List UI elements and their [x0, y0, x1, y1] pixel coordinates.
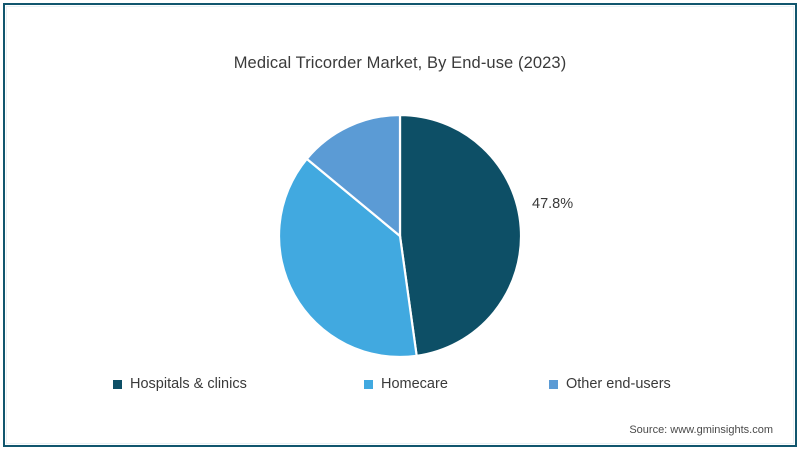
legend-item-other-end-users[interactable]: Other end-users — [549, 374, 671, 394]
chart-legend: Hospitals & clinics Homecare Other end-u… — [0, 374, 800, 394]
pie-svg — [278, 114, 522, 358]
pie-slice-hospitals-clinics[interactable] — [398, 114, 522, 358]
legend-item-homecare[interactable]: Homecare — [364, 374, 448, 394]
legend-label: Homecare — [381, 375, 448, 392]
chart-title: Medical Tricorder Market, By End-use (20… — [233, 54, 567, 72]
legend-swatch-icon — [113, 379, 122, 389]
source-attribution: Source: www.gminsights.com — [629, 424, 773, 436]
legend-label: Other end-users — [566, 375, 671, 392]
legend-item-hospitals-clinics[interactable]: Hospitals & clinics — [113, 374, 247, 394]
legend-swatch-icon — [364, 379, 373, 389]
pie-slices — [278, 114, 522, 358]
pie-chart — [278, 114, 522, 358]
legend-swatch-icon — [549, 379, 558, 389]
pie-slice-other-end-users[interactable] — [305, 114, 402, 239]
pie-slice-homecare[interactable] — [278, 157, 418, 358]
legend-label: Hospitals & clinics — [130, 375, 247, 392]
pie-value-label-hospitals-clinics: 47.8% — [532, 196, 574, 212]
